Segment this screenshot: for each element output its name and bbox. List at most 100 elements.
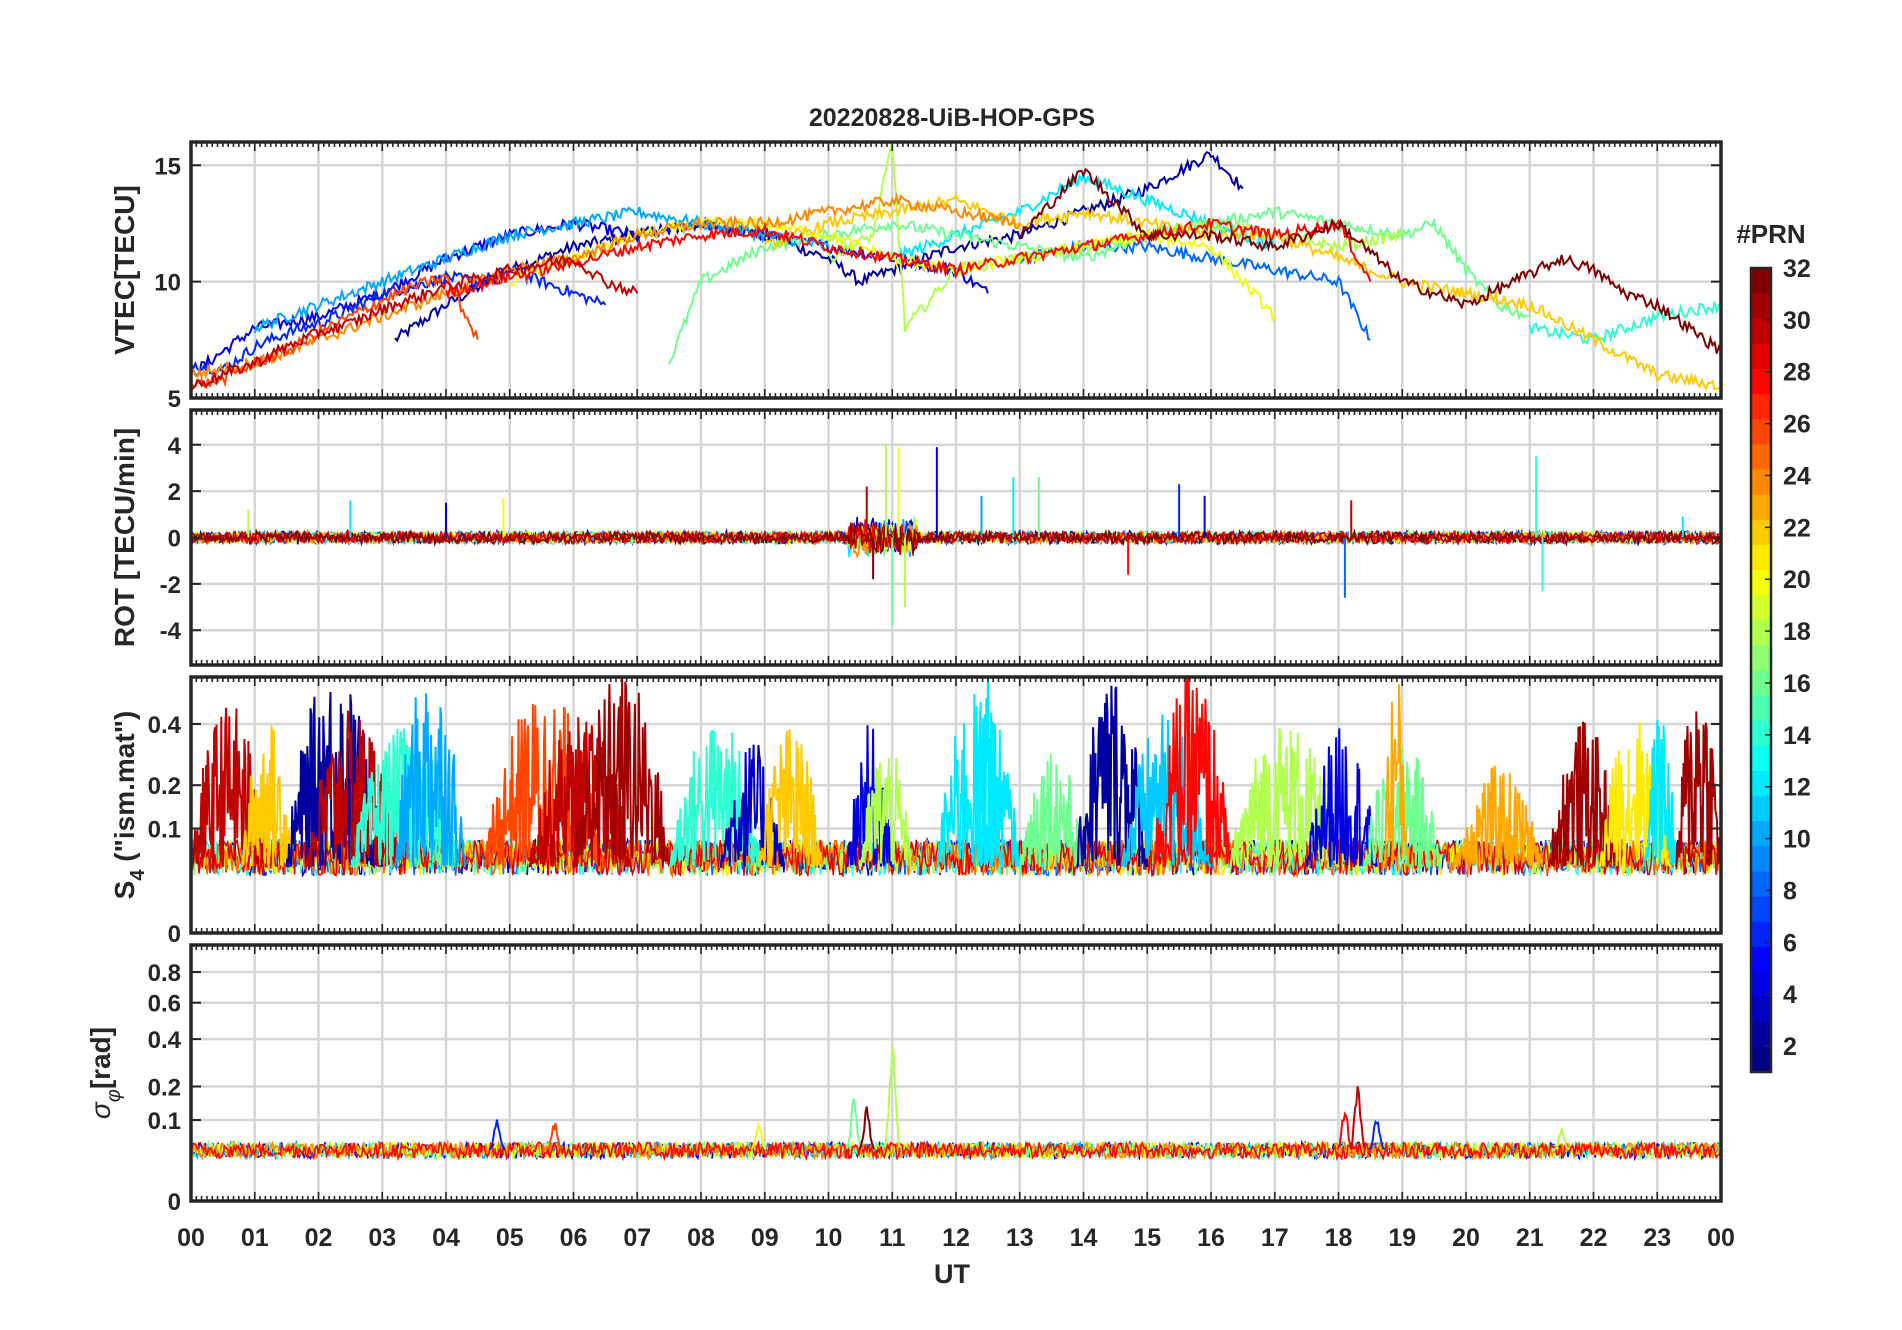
y-tick-label: 0.4 xyxy=(148,712,182,739)
colorbar-segment xyxy=(1751,770,1771,797)
x-tick-label: 21 xyxy=(1516,1224,1544,1252)
sigma-spike xyxy=(1553,1128,1570,1151)
x-tick-label: 12 xyxy=(942,1224,970,1252)
s4-burst-prn-23 xyxy=(1382,684,1410,868)
colorbar-tick-label: 16 xyxy=(1783,670,1811,698)
colorbar-tick-label: 2 xyxy=(1783,1033,1797,1061)
x-tick-label: 02 xyxy=(305,1224,333,1252)
sigma-phi-panel: 0 0.1 0.2 0.4 0.6 0.8 σφ[rad] xyxy=(85,943,1723,1216)
s4-burst-prn-12 xyxy=(1643,719,1678,868)
x-tick-label: 20 xyxy=(1452,1224,1480,1252)
colorbar-frame xyxy=(1749,266,1773,1074)
y-tick-label: 2 xyxy=(168,479,181,506)
colorbar-segment xyxy=(1751,544,1771,570)
sigma-series-prn-28 xyxy=(191,1139,1721,1162)
vtec-series-prn-24 xyxy=(191,192,1021,381)
colorbar-segment xyxy=(1751,519,1771,545)
x-tick-label: 15 xyxy=(1133,1224,1161,1252)
colorbar-tick-label: 28 xyxy=(1783,359,1811,387)
sigma-spike xyxy=(546,1123,563,1151)
x-tick-label: 06 xyxy=(560,1224,588,1252)
colorbar-segment xyxy=(1751,368,1771,395)
colorbar-segment xyxy=(1751,343,1771,369)
colorbar-segment xyxy=(1751,1046,1771,1073)
sigma-spike xyxy=(1368,1119,1386,1150)
y-tick-label: 5 xyxy=(168,386,181,413)
colorbar-segment xyxy=(1751,971,1771,998)
s4-burst-prn-28 xyxy=(1152,677,1232,868)
x-tick-label: 13 xyxy=(1006,1224,1034,1252)
y-tick-label: 0.4 xyxy=(148,1027,182,1054)
s4-burst-prn-14 xyxy=(668,729,766,868)
s4-burst-prn-18 xyxy=(1229,727,1340,868)
y-tick-label: 4 xyxy=(168,433,182,460)
colorbar-segment xyxy=(1751,494,1771,520)
plot-frame xyxy=(189,140,1723,400)
y-tick-label: 0.8 xyxy=(148,960,181,987)
colorbar-tick-label: 6 xyxy=(1783,929,1797,957)
colorbar-segment xyxy=(1751,946,1771,972)
y-axis-label: σφ[rad] xyxy=(85,1027,125,1119)
colorbar-tick-label: 30 xyxy=(1783,307,1811,335)
s4-burst-prn-10 xyxy=(394,693,467,868)
y-tick-label: 10 xyxy=(154,270,181,297)
colorbar-tick-label: 18 xyxy=(1783,618,1811,646)
colorbar-segment xyxy=(1751,418,1771,445)
y-tick-label: -4 xyxy=(160,618,182,645)
sigma-spike xyxy=(488,1119,506,1151)
colorbar-segment xyxy=(1751,569,1771,596)
colorbar-segment xyxy=(1751,720,1771,746)
s4-lines xyxy=(191,677,1721,879)
x-tick-label: 04 xyxy=(432,1224,460,1252)
colorbar-segment xyxy=(1751,318,1771,344)
plot-frame xyxy=(189,943,1723,1203)
sigma-spike xyxy=(858,1106,876,1151)
vtec-series-prn-14 xyxy=(1528,301,1721,345)
colorbar-tick-label: 4 xyxy=(1783,981,1797,1009)
s4-burst-prn-30 xyxy=(191,707,269,868)
x-tick-label: 03 xyxy=(368,1224,396,1252)
vtec-series-prn-32 xyxy=(1018,167,1721,354)
colorbar-segment xyxy=(1751,670,1771,696)
x-tick-label: 00 xyxy=(177,1224,205,1252)
vtec-series-prn-18 xyxy=(827,142,1403,332)
colorbar-segment xyxy=(1751,871,1771,897)
y-tick-label: 15 xyxy=(154,153,181,180)
colorbar-segment xyxy=(1751,896,1771,922)
y-tick-label: 0.2 xyxy=(148,773,181,800)
s4-burst-prn-12 xyxy=(974,677,1002,867)
s4-burst-prn-18 xyxy=(859,757,912,868)
s4-burst-prn-22 xyxy=(241,725,294,868)
colorbar-title: #PRN xyxy=(1736,219,1805,249)
vtec-series-prn-30 xyxy=(191,253,639,390)
colorbar-segment xyxy=(1751,745,1771,771)
colorbar-segment xyxy=(1751,393,1771,420)
x-tick-label: 14 xyxy=(1070,1224,1098,1252)
colorbar-segment xyxy=(1751,268,1771,294)
colorbar-tick-label: 26 xyxy=(1783,411,1811,439)
x-tick-label: 07 xyxy=(623,1224,651,1252)
sigma-spike xyxy=(1336,1111,1354,1150)
x-tick-label: 19 xyxy=(1388,1224,1416,1252)
sigma-lines xyxy=(191,1045,1721,1162)
colorbar-tick-label: 12 xyxy=(1783,774,1811,802)
colorbar-tick-label: 24 xyxy=(1783,462,1811,490)
plot-frame xyxy=(189,675,1723,935)
y-tick-label: 0.2 xyxy=(148,1075,181,1102)
x-tick-label: 05 xyxy=(496,1224,524,1252)
x-tick-label: 10 xyxy=(815,1224,843,1252)
colorbar-segment xyxy=(1751,1021,1771,1048)
colorbar-segment xyxy=(1751,820,1771,847)
s4-burst-prn-31 xyxy=(1675,711,1721,868)
colorbar-segment xyxy=(1751,695,1771,721)
x-tick-label: 11 xyxy=(879,1224,906,1252)
sigma-series-prn-16 xyxy=(191,1139,1721,1162)
rot-lines xyxy=(191,444,1721,626)
s4-burst-prn-31 xyxy=(1547,721,1620,869)
x-tick-label: 01 xyxy=(241,1224,269,1252)
sigma-spike xyxy=(845,1098,863,1150)
y-axis-label: VTEC[TECU] xyxy=(109,185,140,355)
colorbar-tick-label: 22 xyxy=(1783,514,1811,542)
x-tick-label: 09 xyxy=(751,1224,779,1252)
